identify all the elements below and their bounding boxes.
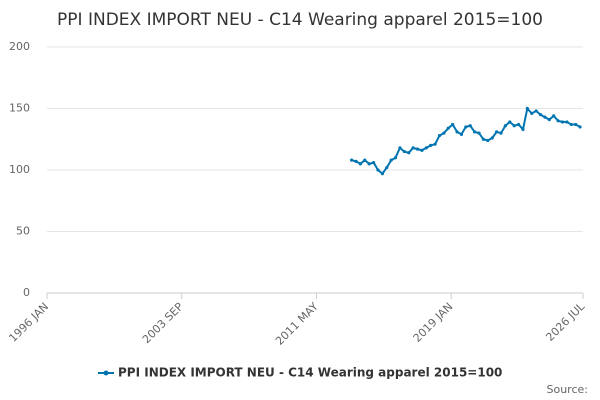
data-point bbox=[503, 124, 507, 128]
data-point bbox=[451, 122, 455, 127]
data-point bbox=[402, 149, 406, 154]
x-tick-label: 2019 JAN bbox=[411, 300, 456, 345]
legend-label: PPI INDEX IMPORT NEU - C14 Wearing appar… bbox=[118, 366, 502, 380]
data-point bbox=[350, 158, 354, 162]
data-point bbox=[442, 131, 446, 135]
x-tick-label: 2026 JUL bbox=[543, 299, 587, 343]
data-point bbox=[525, 106, 529, 111]
data-point bbox=[530, 111, 534, 116]
x-tick-label: 2003 SEP bbox=[140, 300, 186, 346]
data-point bbox=[393, 156, 398, 160]
y-tick-label: 200 bbox=[9, 40, 30, 53]
data-point bbox=[508, 120, 512, 124]
data-point bbox=[574, 122, 578, 127]
x-tick-label: 2011 MAY bbox=[273, 300, 321, 348]
data-point bbox=[424, 146, 428, 150]
data-point bbox=[560, 120, 565, 124]
data-point bbox=[415, 147, 420, 151]
data-point bbox=[543, 115, 547, 119]
y-tick-label: 100 bbox=[9, 163, 30, 176]
data-point bbox=[569, 122, 573, 127]
data-point bbox=[429, 143, 433, 147]
data-point bbox=[512, 124, 516, 128]
data-point bbox=[455, 130, 459, 134]
data-point bbox=[521, 127, 525, 132]
data-point bbox=[407, 151, 411, 155]
y-tick-label: 50 bbox=[16, 225, 30, 238]
data-point bbox=[363, 158, 367, 162]
data-point bbox=[552, 114, 556, 118]
data-point bbox=[354, 159, 358, 163]
data-point bbox=[446, 126, 450, 130]
data-point bbox=[578, 125, 582, 129]
data-point bbox=[534, 109, 538, 113]
data-point bbox=[481, 137, 486, 141]
data-point bbox=[556, 119, 560, 123]
x-tick-label: 1996 JAN bbox=[6, 300, 51, 345]
data-point bbox=[494, 130, 499, 134]
data-point bbox=[380, 172, 384, 176]
data-point bbox=[490, 136, 494, 140]
data-point bbox=[376, 168, 380, 172]
data-point bbox=[499, 131, 503, 135]
data-point bbox=[358, 162, 362, 166]
data-point bbox=[516, 122, 521, 127]
data-point bbox=[433, 142, 437, 146]
data-point bbox=[389, 158, 393, 162]
data-point bbox=[385, 165, 389, 170]
y-tick-label: 150 bbox=[9, 102, 30, 115]
data-point bbox=[437, 133, 442, 138]
data-point bbox=[371, 161, 376, 165]
data-point bbox=[464, 125, 468, 129]
y-tick-label: 0 bbox=[23, 286, 30, 299]
data-point bbox=[420, 148, 424, 152]
legend-marker bbox=[103, 370, 109, 376]
data-point bbox=[477, 131, 481, 135]
data-point bbox=[459, 132, 464, 136]
data-point bbox=[486, 138, 490, 143]
data-point bbox=[565, 120, 569, 124]
data-point bbox=[367, 162, 371, 166]
data-point bbox=[411, 146, 415, 150]
data-point bbox=[538, 113, 543, 117]
data-point bbox=[547, 117, 551, 122]
chart-title: PPI INDEX IMPORT NEU - C14 Wearing appar… bbox=[57, 10, 543, 30]
source: Source: bbox=[547, 383, 589, 396]
data-point bbox=[398, 146, 402, 150]
data-point bbox=[468, 124, 472, 128]
data-point bbox=[473, 130, 477, 134]
